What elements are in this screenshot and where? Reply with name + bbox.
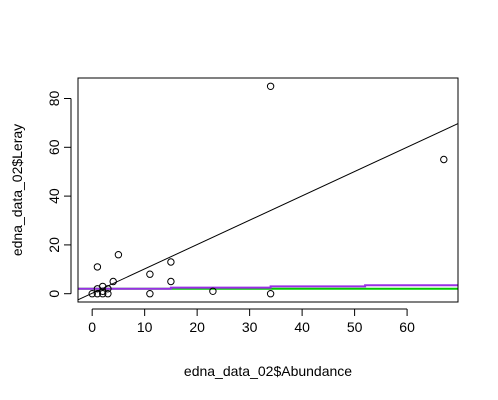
data-point — [167, 258, 175, 266]
x-axis-label: edna_data_02$Abundance — [184, 363, 352, 379]
data-point — [93, 263, 102, 271]
y-axis: 0 20 40 60 80 — [46, 90, 72, 298]
data-point — [104, 285, 112, 293]
x-tick-label: 0 — [88, 319, 96, 335]
y-tick-label: 40 — [46, 188, 62, 204]
y-axis-label: edna_data_02$Leray — [9, 124, 25, 256]
fit-line-0 — [77, 123, 459, 301]
data-point — [266, 82, 275, 91]
y-tick-label: 60 — [46, 139, 62, 155]
data-point — [146, 270, 154, 278]
data-point — [146, 290, 154, 298]
data-point — [88, 290, 96, 298]
plot-box — [77, 77, 459, 303]
x-tick-label: 40 — [294, 319, 310, 335]
x-tick-label: 20 — [189, 319, 205, 335]
data-points — [88, 82, 448, 298]
x-tick-label: 10 — [137, 319, 153, 335]
data-point — [104, 290, 112, 298]
data-point — [167, 277, 175, 286]
y-tick-label: 80 — [46, 90, 62, 106]
x-tick-label: 50 — [347, 319, 363, 335]
data-point — [209, 287, 217, 295]
data-point — [440, 155, 448, 164]
y-tick-label: 0 — [46, 290, 62, 298]
data-point — [99, 290, 107, 298]
y-tick-label: 20 — [46, 237, 62, 253]
fit-line-2 — [78, 284, 458, 290]
fitted-lines — [77, 123, 459, 301]
x-tick-label: 30 — [242, 319, 258, 335]
x-tick-label: 60 — [399, 319, 415, 335]
data-point — [114, 251, 123, 259]
x-axis: 0 10 20 30 40 50 60 — [88, 308, 415, 335]
data-point — [109, 277, 117, 286]
data-point — [266, 290, 275, 298]
